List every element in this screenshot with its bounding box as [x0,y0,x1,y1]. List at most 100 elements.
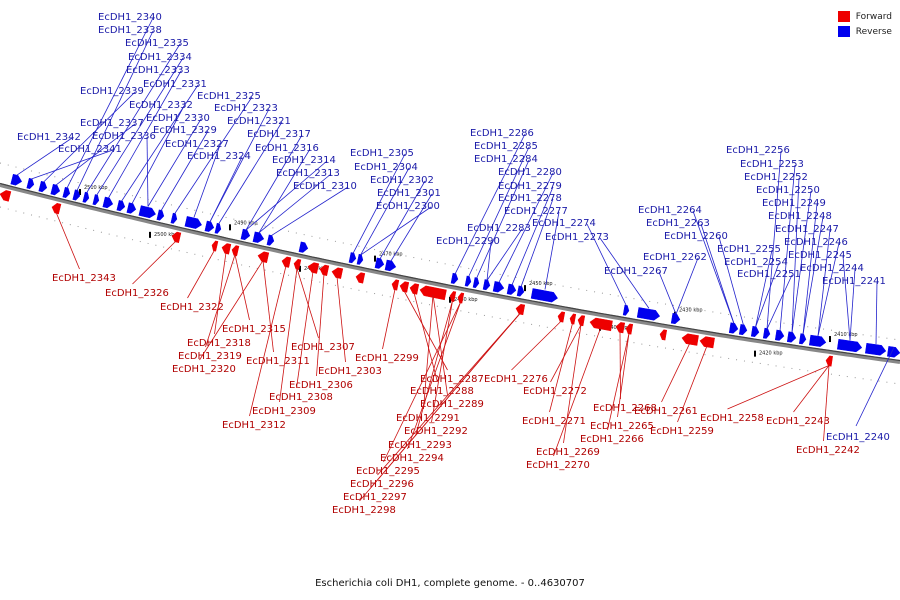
reverse-gene [374,257,385,269]
reverse-label-leader [258,148,311,233]
legend-label-forward: Forward [855,11,892,22]
reverse-gene [82,191,90,203]
reverse-gene-arrow [636,307,661,321]
reverse-gene [72,189,81,201]
reverse-gene [170,212,178,224]
reverse-label-leader [360,206,432,256]
reverse-label-leader [718,236,744,326]
forward-gene-arrow [409,283,420,295]
reverse-gene-label: EcDH1_2247 [775,224,839,235]
reverse-gene [184,216,202,229]
forward-gene-label: EcDH1_2311 [246,356,310,367]
reverse-gene [298,241,309,253]
forward-gene-label: EcDH1_2265 [590,421,654,432]
reverse-gene [450,272,459,284]
forward-label-leader [677,345,708,423]
reverse-swatch [837,26,850,37]
reverse-label-leader [586,223,627,307]
forward-gene [625,323,634,335]
reverse-gene-arrow [214,222,222,234]
forward-gene [409,283,420,295]
forward-gene-label: EcDH1_2315 [222,324,286,335]
forward-label-leader [549,323,573,413]
forward-gene-label: EcDH1_2258 [700,413,764,424]
reverse-gene-label: EcDH1_2317 [247,129,311,140]
forward-gene-arrow [569,313,577,325]
reverse-gene-label: EcDH1_2300 [376,201,440,212]
reverse-gene [38,180,48,193]
reverse-gene-arrow [774,329,785,341]
reverse-gene-label: EcDH1_2336 [92,131,156,142]
reverse-gene [156,209,165,221]
reverse-gene-arrow [38,180,48,193]
reverse-gene-label: EcDH1_2325 [197,91,261,102]
forward-label-leader [431,300,453,423]
forward-gene-label: EcDH1_2293 [388,440,452,451]
reverse-label-leader [849,268,856,341]
reverse-label-leader [755,262,780,328]
reverse-label-leader [802,203,818,335]
forward-label-leader [619,331,621,400]
reverse-gene-label: EcDH1_2248 [768,211,832,222]
forward-gene [681,333,699,346]
legend-label-reverse: Reverse [855,26,892,37]
reverse-gene-label: EcDH1_2323 [214,103,278,114]
reverse-gene-label: EcDH1_2263 [646,218,710,229]
forward-gene-label: EcDH1_2266 [580,434,644,445]
reverse-gene-arrow [356,253,364,265]
forward-label-leader [187,250,215,299]
reverse-gene-arrow [62,186,71,198]
reverse-gene-label: EcDH1_2279 [498,181,562,192]
reverse-gene-arrow [472,277,480,289]
reverse-gene-label: EcDH1_2304 [354,162,418,173]
forward-gene-arrow [699,336,715,349]
reverse-label-leader [76,30,154,191]
reverse-label-leader [675,257,699,315]
reverse-gene-label: EcDH1_2333 [126,65,190,76]
reverse-label-leader [791,177,800,333]
forward-gene-label: EcDH1_2312 [222,420,286,431]
scale-tick-label: 2470 kbp [379,252,403,258]
reverse-gene [750,325,760,337]
reverse-label-leader [16,137,73,176]
reverse-gene-arrow [138,205,156,219]
reverse-gene-arrow [384,259,397,272]
reverse-gene-label: EcDH1_2253 [740,159,804,170]
reverse-gene-label: EcDH1_2332 [129,100,193,111]
reverse-gene-arrow [116,200,126,212]
reverse-gene-label: EcDH1_2256 [726,145,790,156]
reverse-gene [204,220,215,232]
forward-gene [659,329,668,341]
reverse-gene [836,338,863,353]
reverse-gene-label: EcDH1_2301 [377,188,441,199]
forward-gene-arrow [257,251,270,263]
forward-gene-label: EcDH1_2271 [522,416,586,427]
forward-label-leader [55,211,80,270]
forward-gene [0,190,12,202]
reverse-gene [266,234,275,246]
reverse-gene-label: EcDH1_2254 [724,257,788,268]
forward-swatch [837,11,850,22]
reverse-gene-arrow [82,191,90,203]
reverse-label-leader [476,159,530,279]
reverse-label-leader [131,105,185,204]
reverse-gene [774,329,785,341]
forward-label-leader [423,294,434,410]
forward-label-leader [407,302,461,450]
reverse-gene-label: EcDH1_2305 [350,148,414,159]
forward-gene-arrow [399,281,410,293]
reverse-label-leader [817,229,831,337]
forward-gene-arrow [331,267,344,279]
forward-gene-arrow [659,329,668,341]
reverse-gene-arrow [26,177,35,189]
reverse-gene-label: EcDH1_2267 [604,266,668,277]
forward-label-leader [511,320,562,371]
reverse-gene-label: EcDH1_2246 [784,237,848,248]
forward-gene-arrow [171,231,182,243]
reverse-gene-label: EcDH1_2339 [80,86,144,97]
forward-gene-label: EcDH1_2295 [356,466,420,477]
reverse-label-leader [258,173,332,233]
forward-gene-arrow [355,272,366,284]
forward-gene [515,303,526,316]
reverse-gene [126,202,137,214]
